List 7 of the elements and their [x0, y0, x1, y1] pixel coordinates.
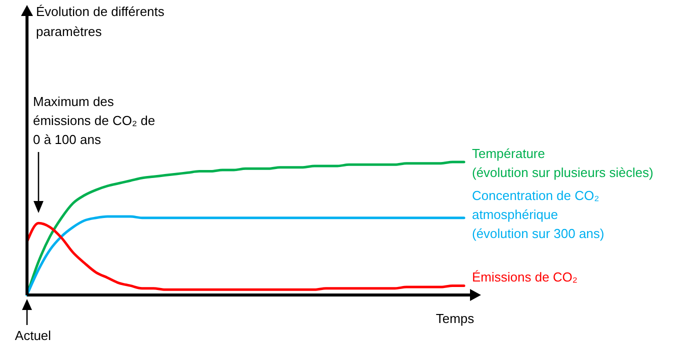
- text: Actuel: [14, 328, 52, 343]
- x-axis-title: Temps: [436, 311, 475, 326]
- text: Évolution de différents paramètres: [36, 4, 165, 39]
- series-label: Concentration de CO₂ atmosphérique (évolution sur 300 ans): [472, 188, 604, 241]
- text: Maximum des émissions de CO₂ de 0 à 100 ans: [33, 94, 156, 147]
- series-label: Émissions de CO₂: [472, 270, 578, 285]
- series-label: Température (évolution sur plusieurs siècles): [472, 146, 654, 180]
